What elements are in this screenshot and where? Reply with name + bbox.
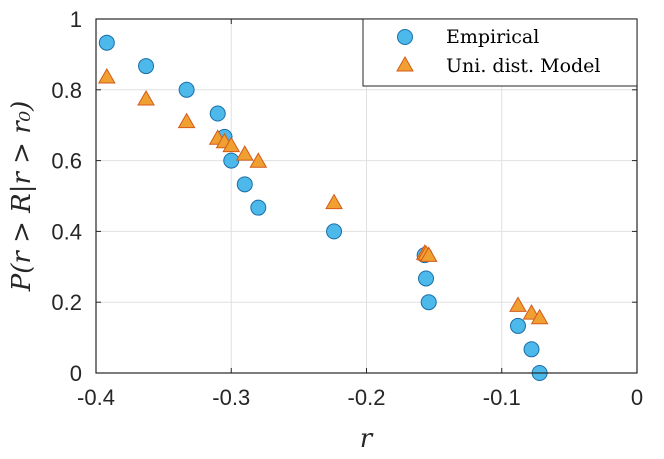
model-point — [97, 68, 116, 84]
empirical-point — [236, 176, 253, 193]
empirical-point — [98, 34, 115, 51]
legend-marker-model — [396, 55, 414, 72]
legend-label-model: Uni. dist. Model — [446, 55, 601, 77]
x-tick-label: -0.3 — [212, 385, 250, 410]
empirical-point — [420, 294, 437, 311]
empirical-point — [523, 341, 540, 358]
y-tick-label: 0.4 — [51, 219, 82, 244]
model-point — [419, 246, 438, 262]
empirical-point — [509, 317, 526, 334]
model-point — [222, 136, 241, 153]
empirical-point — [250, 199, 267, 216]
model-point — [522, 304, 541, 320]
empirical-point — [326, 223, 343, 240]
legend-marker-empirical — [397, 29, 413, 45]
data-marks — [97, 34, 549, 381]
model-point — [530, 308, 549, 325]
model-point — [137, 89, 155, 106]
model-point — [509, 296, 527, 312]
empirical-point — [209, 105, 226, 122]
x-tick-label: -0.1 — [483, 385, 521, 410]
x-tick-label: -0.4 — [77, 385, 115, 410]
legend: Empirical Uni. dist. Model — [362, 18, 638, 87]
y-tick-label: 0.8 — [51, 78, 82, 103]
legend-label-empirical: Empirical — [446, 26, 539, 48]
y-axis-label: P(r > R|r > r₀) — [7, 101, 37, 292]
tick-labels: -0.4 -0.3 -0.2 -0.1 0 0 0.2 0.4 0.6 0.8 1 — [51, 7, 643, 410]
y-tick-label: 0 — [70, 361, 82, 386]
model-point — [235, 145, 254, 161]
empirical-point — [418, 270, 435, 287]
x-axis-label: r — [360, 424, 374, 454]
y-tick-label: 1 — [70, 7, 82, 32]
model-point — [249, 152, 268, 168]
model-point — [325, 193, 343, 210]
empirical-point — [138, 58, 155, 75]
x-tick-label: -0.2 — [348, 385, 386, 410]
x-tick-label: 0 — [631, 385, 643, 410]
y-tick-label: 0.6 — [51, 149, 82, 174]
model-point — [177, 112, 196, 129]
y-tick-label: 0.2 — [51, 290, 82, 315]
empirical-point — [178, 81, 195, 98]
